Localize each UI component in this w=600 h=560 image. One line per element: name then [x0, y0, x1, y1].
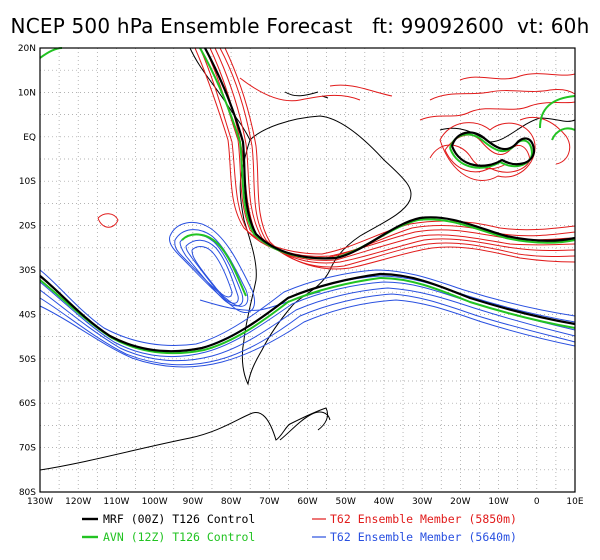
longitude-tick-label: 110W: [103, 497, 129, 507]
red-member-line: [429, 116, 571, 170]
coast-central-america: [189, 47, 251, 141]
red-member-line: [224, 47, 576, 270]
legend: MRF (00Z) T126 Control AVN (12Z) T126 Co…: [82, 512, 517, 544]
latitude-tick-label: 40S: [19, 310, 36, 320]
blue-member-line: [39, 269, 576, 346]
latitude-tick-label: EQ: [23, 133, 36, 143]
legend-avn-label: AVN (12Z) T126 Control: [103, 530, 255, 544]
legend-mrf-label: MRF (00Z) T126 Control: [103, 512, 255, 526]
graticule: [39, 47, 576, 493]
latitude-tick-label: 10N: [18, 88, 36, 98]
longitude-tick-label: 90W: [183, 497, 203, 507]
red-member-line: [459, 73, 576, 81]
longitude-tick-label: 10W: [488, 497, 508, 507]
blue-member-line: [191, 246, 233, 298]
mrf-eq-loop: [450, 131, 536, 167]
latitude-tick-label: 10S: [19, 177, 36, 187]
longitude-tick-label: 100W: [142, 497, 168, 507]
red-member-line: [204, 47, 576, 257]
longitude-tick-label: 80W: [221, 497, 241, 507]
blue-member-line: [39, 287, 576, 362]
blue-member-line: [174, 229, 249, 307]
avn-5640-cutoff: [181, 233, 247, 297]
longitude-tick-label: 30W: [412, 497, 432, 507]
longitude-tick-label: 120W: [65, 497, 91, 507]
longitude-labels: 130W 120W 110W 100W 90W 80W 70W 60W 50W 40W 30W 20W…: [27, 497, 584, 507]
latitude-tick-label: 20S: [19, 222, 36, 232]
avn-nw-corner: [39, 47, 63, 59]
latitude-tick-label: 70S: [19, 444, 36, 454]
mrf-5640-line: [39, 272, 576, 353]
red-member-line: [219, 47, 576, 268]
longitude-tick-label: 40W: [374, 497, 394, 507]
coast-caribbean: [284, 91, 329, 99]
red-member-line: [194, 47, 576, 255]
latitude-tick-label: 30S: [19, 266, 36, 276]
red-member-line: [419, 101, 576, 121]
latitude-tick-label: 20N: [18, 44, 36, 54]
red-member-line: [239, 77, 393, 102]
blue-member-line: [185, 239, 239, 304]
blue-member-line: [179, 234, 244, 307]
blue-member-line: [39, 293, 576, 366]
coastlines: [39, 47, 576, 471]
latitude-labels: 20N 10N EQ 10S 20S 30S 40S 50S 60S 70S 80S: [18, 44, 36, 498]
legend-red-label: T62 Ensemble Member (5850m): [330, 512, 517, 526]
legend-blue-label: T62 Ensemble Member (5640m): [330, 530, 517, 544]
coast-antarctica: [39, 407, 329, 471]
latitude-tick-label: 80S: [19, 488, 36, 498]
longitude-tick-label: 60W: [297, 497, 317, 507]
avn-right-edge: [539, 95, 576, 141]
latitude-tick-label: 60S: [19, 399, 36, 409]
chart-title: NCEP 500 hPa Ensemble Forecast ft: 99092…: [10, 14, 590, 38]
map-frame: [39, 47, 576, 493]
longitude-tick-label: 70W: [259, 497, 279, 507]
red-member-line: [444, 134, 531, 173]
red-member-line: [214, 47, 576, 264]
longitude-tick-label: 50W: [336, 497, 356, 507]
red-member-line: [97, 213, 119, 228]
coast-africa: [439, 117, 576, 143]
mrf-control-contours: [39, 47, 576, 353]
mrf-5850-line: [204, 47, 576, 260]
latitude-tick-label: 50S: [19, 355, 36, 365]
red-member-line: [439, 122, 536, 181]
red-member-line: [429, 89, 576, 101]
longitude-tick-label: 10E: [566, 497, 583, 507]
longitude-tick-label: 130W: [27, 497, 53, 507]
coast-antarctic-peninsula: [279, 411, 331, 441]
longitude-tick-label: 0: [534, 497, 540, 507]
blue-member-line: [39, 299, 576, 368]
longitude-tick-label: 20W: [450, 497, 470, 507]
